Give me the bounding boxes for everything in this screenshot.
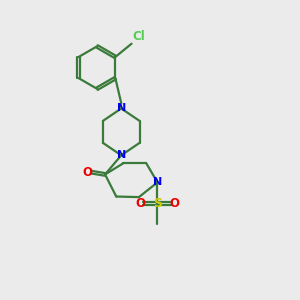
Text: O: O [135, 197, 146, 210]
Text: Cl: Cl [132, 29, 145, 43]
Text: O: O [169, 197, 179, 210]
Text: N: N [117, 150, 126, 160]
Text: N: N [153, 177, 162, 188]
Text: O: O [82, 166, 92, 178]
Text: N: N [117, 103, 126, 113]
Text: S: S [153, 197, 162, 210]
